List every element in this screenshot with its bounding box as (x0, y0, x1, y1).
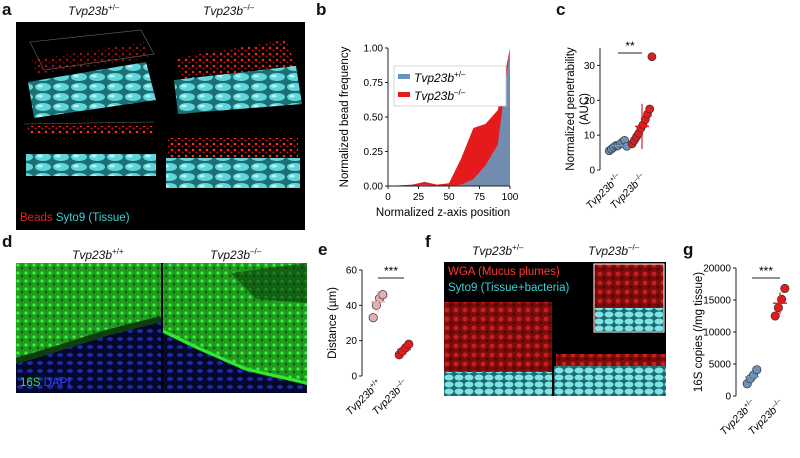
x-tick-label: 75 (474, 192, 486, 203)
panel-a-3d-renderings: Beads Syto9 (Tissue) (16, 22, 305, 230)
panel-f-genotype-het: Tvp23b+/– (472, 243, 524, 258)
panel-e-letter: e (318, 240, 328, 259)
y-tick-label: 10 (584, 131, 596, 142)
panel-d-genotype-wt: Tvp23b+/+ (72, 247, 124, 262)
x-axis-label: Normalized z-axis position (376, 207, 510, 219)
panel-d-micrographs: 16S DAPI (16, 263, 307, 393)
panel-f-letter: f (425, 232, 431, 251)
legend-swatch (398, 92, 410, 97)
y-tick-label: 0 (725, 392, 731, 403)
significance-stars: *** (759, 264, 773, 278)
y-tick-label: 30 (584, 61, 596, 72)
panel-f-micrographs: WGA (Mucus plumes) Syto9 (Tissue+bacteri… (444, 262, 666, 396)
panel-f-genotype-ko: Tvp23b–/– (588, 243, 640, 258)
x-tick-label: 50 (443, 192, 455, 203)
panel-a-caption: Beads Syto9 (Tissue) (20, 212, 130, 224)
panel-a-genotype-ko: Tvp23b–/– (203, 3, 255, 18)
data-point (645, 104, 655, 114)
data-point (770, 311, 780, 321)
panel-b-letter: b (316, 0, 327, 19)
data-point (752, 365, 762, 375)
y-tick-label: 0 (351, 372, 357, 383)
data-point (647, 52, 657, 62)
y-tick-label: 5000 (709, 360, 732, 371)
y-tick-label: 0.25 (364, 147, 384, 158)
panel-a-genotype-het: Tvp23b+/– (68, 3, 120, 18)
data-point (773, 303, 783, 313)
y-axis-label: Distance (µm) (327, 287, 339, 359)
x-tick-label: 25 (413, 192, 425, 203)
legend-label: Tvp23b+/– (414, 70, 466, 85)
legend-box (393, 65, 507, 107)
data-point (780, 283, 790, 294)
y-axis-label: Normalized bead frequency (339, 46, 351, 187)
panel-f-caption-wga: WGA (Mucus plumes) (448, 266, 560, 278)
y-tick-label: 60 (346, 266, 358, 277)
y-axis-label: 16S copies (/mg tissue) (693, 272, 705, 392)
data-point (368, 313, 378, 323)
x-tick-label: 100 (502, 192, 519, 203)
panel-d-genotype-ko: Tvp23b–/– (210, 247, 262, 262)
panel-d-caption: 16S DAPI (20, 377, 71, 389)
significance-stars: *** (384, 264, 398, 278)
y-tick-label: 20 (346, 336, 358, 347)
y-axis-label: Normalized penetrability (565, 47, 577, 171)
legend-label: Tvp23b–/– (414, 88, 466, 103)
panel-g-letter: g (683, 240, 694, 259)
panel-d-letter: d (2, 232, 13, 251)
y-tick-label: 0 (589, 166, 595, 177)
panel-a-letter: a (2, 0, 12, 19)
legend-swatch (398, 74, 410, 79)
panel-f-caption-syto9: Syto9 (Tissue+bacteria) (448, 282, 570, 294)
x-tick-label: 0 (385, 192, 391, 203)
y-tick-label: 0.75 (364, 78, 384, 89)
y-tick-label: 20 (584, 96, 596, 107)
y-tick-label: 0.00 (364, 182, 384, 193)
y-tick-label: 10000 (703, 328, 731, 339)
area-series-1 (388, 48, 510, 186)
panel-b-area-chart: 0.00 0.25 0.50 0.75 1.00 0 25 50 75 100 Normalized… (339, 44, 519, 220)
y-axis-label-2: (AUC) (579, 93, 591, 125)
data-point (378, 290, 388, 300)
y-tick-label: 15000 (703, 296, 731, 307)
y-tick-label: 40 (346, 301, 358, 312)
area-series-0 (388, 48, 510, 186)
y-tick-label: 20000 (703, 264, 731, 275)
data-point (404, 339, 414, 349)
significance-stars: ** (625, 39, 635, 53)
y-tick-label: 0.50 (364, 113, 384, 124)
data-point (777, 294, 787, 304)
panel-c-letter: c (556, 0, 566, 19)
y-tick-label: 1.00 (364, 44, 384, 55)
